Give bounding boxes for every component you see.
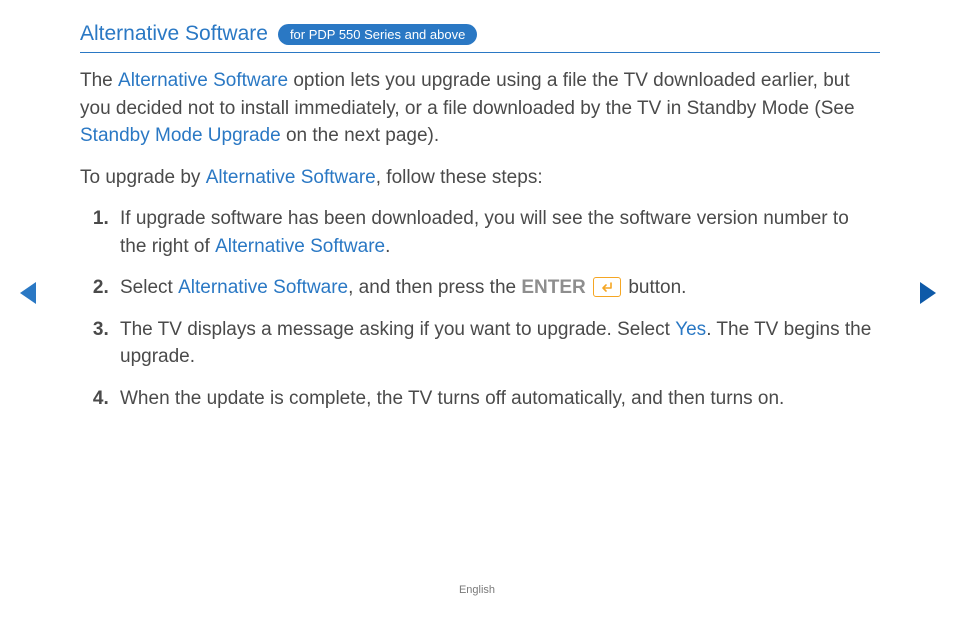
prev-page-arrow[interactable] (20, 282, 36, 304)
steps-list: If upgrade software has been downloaded,… (88, 205, 880, 412)
page-title: Alternative Software (80, 22, 268, 46)
kw-standby-mode-upgrade: Standby Mode Upgrade (80, 125, 281, 146)
lead-paragraph: To upgrade by Alternative Software, foll… (80, 164, 880, 192)
next-page-arrow[interactable] (920, 282, 936, 304)
page-content: Alternative Software for PDP 550 Series … (80, 22, 880, 426)
kw-yes: Yes (675, 319, 706, 340)
kw-alternative-software: Alternative Software (178, 277, 348, 298)
enter-icon (593, 277, 621, 297)
kw-enter: ENTER (521, 277, 585, 298)
kw-alternative-software: Alternative Software (118, 70, 288, 91)
kw-alternative-software: Alternative Software (215, 236, 385, 257)
step-2: Select Alternative Software, and then pr… (114, 274, 880, 302)
step-4: When the update is complete, the TV turn… (114, 385, 880, 413)
step-3: The TV displays a message asking if you … (114, 316, 880, 371)
heading-row: Alternative Software for PDP 550 Series … (80, 22, 880, 53)
kw-alternative-software: Alternative Software (206, 167, 376, 188)
step-1: If upgrade software has been downloaded,… (114, 205, 880, 260)
footer-language: English (0, 584, 954, 596)
intro-paragraph: The Alternative Software option lets you… (80, 67, 880, 150)
series-badge: for PDP 550 Series and above (278, 24, 477, 45)
